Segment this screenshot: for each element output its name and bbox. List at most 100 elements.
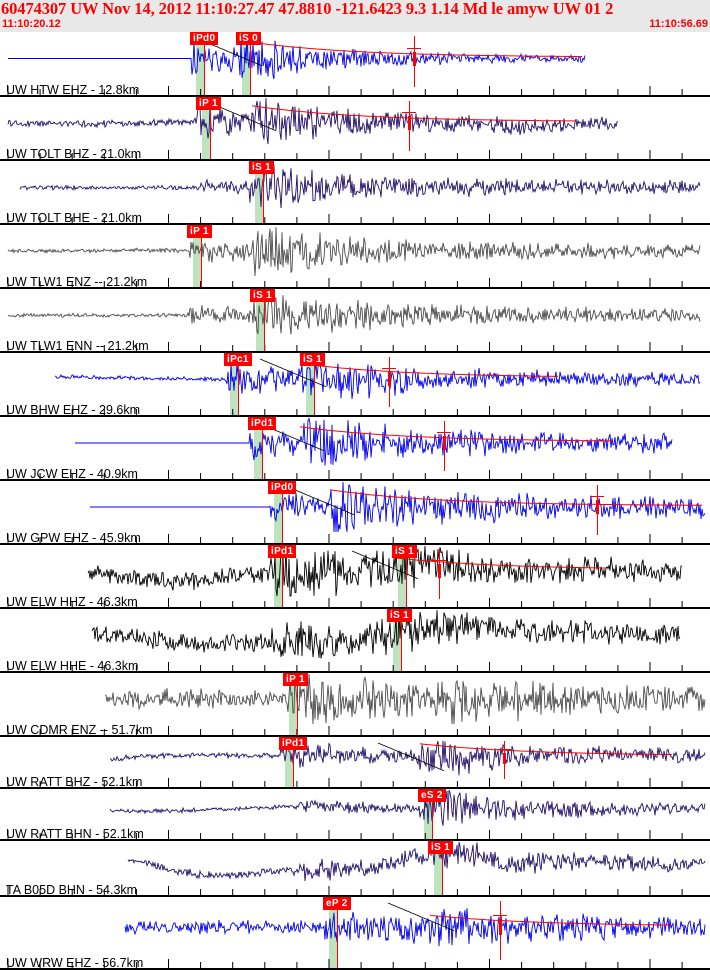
pick-flag[interactable]: iS 1: [387, 609, 412, 622]
pick-marker-line[interactable]: [238, 353, 239, 415]
pick-marker-line[interactable]: [282, 545, 283, 607]
trace-panel[interactable]: iPd0 iS 0 UW HTW EHZ - 12.8km: [0, 32, 710, 97]
station-label: UW CDMR ENZ -- 51.7km: [6, 723, 153, 737]
amplitude-bar: [408, 116, 411, 130]
pick-leader-line: [351, 550, 419, 580]
amplitude-bar: [413, 52, 416, 66]
trace-panel[interactable]: iPd1 UW JCW EHZ - 40.9km: [0, 417, 710, 481]
waveform: [109, 740, 706, 776]
trace-panel[interactable]: iPd0 UW GPW EHZ - 45.9km: [0, 481, 710, 545]
station-label: UW TOLT BHZ - 21.0km: [6, 147, 142, 161]
pick-flag[interactable]: eP 2: [323, 897, 351, 910]
amplitude-tick: [432, 560, 446, 561]
pick-uncertainty-band: [393, 609, 402, 671]
window-end-time: 11:10:56.69: [649, 18, 708, 30]
pick-flag[interactable]: iS 1: [300, 353, 325, 366]
coda-decay-curve: [329, 489, 703, 506]
trace-panel[interactable]: eS 2 UW RATT BHN - 52.1km: [0, 789, 710, 841]
pick-leader-line: [387, 902, 455, 932]
pick-flag[interactable]: iPd1: [268, 545, 297, 558]
pick-flag[interactable]: iPd1: [248, 417, 277, 430]
trace-panel[interactable]: iS 1 UW TLW1 ENN -- 21.2km: [0, 289, 710, 353]
trace-panel[interactable]: iPd1 UW RATT BHZ - 52.1km: [0, 737, 710, 789]
pick-flag[interactable]: eS 2: [418, 789, 446, 802]
pick-flag[interactable]: iS 1: [428, 841, 453, 854]
time-axis-ticks: [7, 342, 683, 351]
station-label: UW GPW EHZ - 45.9km: [6, 531, 141, 545]
pick-marker-line[interactable]: [263, 161, 264, 223]
pick-flag[interactable]: iPd1: [279, 737, 308, 750]
trace-panel[interactable]: iS 1 UW ELW HHE - 46.3km: [0, 609, 710, 673]
waveform: [104, 673, 706, 725]
station-label: UW JCW EHZ - 40.9km: [6, 467, 138, 481]
time-axis-ticks: [7, 406, 683, 415]
trace-panel[interactable]: eP 2 UW WRW EHZ - 56.7km: [0, 897, 710, 970]
coda-decay-curve: [393, 557, 607, 569]
window-start-time: 11:10:20.12: [2, 18, 61, 30]
pick-marker-line[interactable]: [293, 737, 294, 787]
pick-marker-line[interactable]: [264, 289, 265, 351]
amplitude-bar: [438, 564, 441, 578]
trace-panel[interactable]: iP 1 UW TLW1 ENZ -- 21.2km: [0, 225, 710, 289]
pick-flag[interactable]: iS 1: [392, 545, 417, 558]
amplitude-bar: [499, 919, 502, 935]
pick-marker-line[interactable]: [297, 673, 298, 735]
amplitude-bar: [443, 436, 446, 450]
trace-panel[interactable]: iPc1 iS 1 UW BHW EHZ - 29.6km: [0, 353, 710, 417]
header-bar: 60474307 UW Nov 14, 2012 11:10:27.47 47.…: [0, 0, 710, 32]
station-label: UW RATT BHZ - 52.1km: [6, 775, 143, 789]
pick-marker-line[interactable]: [204, 32, 205, 95]
coda-decay-curve: [299, 426, 612, 442]
pick-marker-line[interactable]: [401, 609, 402, 671]
station-label: UW ELW HHE - 46.3km: [6, 659, 139, 673]
waveform: [7, 294, 701, 335]
station-label: UW RATT BHN - 52.1km: [6, 827, 144, 841]
pick-marker-line[interactable]: [314, 353, 315, 415]
pick-marker-line[interactable]: [406, 545, 407, 607]
pick-uncertainty-band: [434, 841, 443, 895]
station-label: UW ELW HHZ - 46.3km: [6, 595, 138, 609]
station-label: UW TLW1 ENZ -- 21.2km: [6, 275, 148, 289]
coda-decay-curve: [301, 363, 558, 377]
pick-flag[interactable]: iS 0: [236, 32, 261, 45]
pick-marker-line[interactable]: [210, 97, 211, 159]
station-label: UW TOLT BHE - 21.0km: [6, 211, 142, 225]
trace-panel[interactable]: iPd1 iS 1 UW ELW HHZ - 46.3km: [0, 545, 710, 609]
time-axis-ticks: [7, 470, 683, 479]
trace-panel[interactable]: iP 1 UW CDMR ENZ -- 51.7km: [0, 673, 710, 737]
pick-leader-line: [287, 486, 355, 516]
pick-flag[interactable]: iS 1: [249, 161, 274, 174]
pick-marker-line[interactable]: [282, 481, 283, 543]
pick-flag[interactable]: iS 1: [250, 289, 275, 302]
waveform: [7, 227, 701, 277]
amplitude-tick: [497, 749, 511, 750]
amplitude-tick: [493, 915, 507, 916]
pick-flag[interactable]: iPc1: [224, 353, 252, 366]
pick-marker-line[interactable]: [442, 841, 443, 895]
waveform: [124, 902, 706, 947]
pick-flag[interactable]: iP 1: [283, 673, 308, 686]
trace-panel[interactable]: iS 1 UW TOLT BHE - 21.0km: [0, 161, 710, 225]
pick-uncertainty-band: [254, 417, 263, 479]
station-label: UW HTW EHZ - 12.8km: [6, 83, 140, 97]
pick-flag[interactable]: iPd0: [190, 32, 219, 45]
trace-panel[interactable]: iP 1 UW TOLT BHZ - 21.0km: [0, 97, 710, 161]
station-label: UW BHW EHZ - 29.6km: [6, 403, 141, 417]
amplitude-tick: [382, 368, 396, 369]
pick-marker-line[interactable]: [250, 32, 251, 95]
pick-marker-line[interactable]: [432, 789, 433, 839]
waveform: [87, 545, 683, 597]
pick-marker-line[interactable]: [262, 417, 263, 479]
time-axis-ticks: [7, 778, 683, 787]
pick-flag[interactable]: iPd0: [268, 481, 297, 494]
coda-decay-curve: [237, 39, 583, 58]
pick-flag[interactable]: iP 1: [187, 225, 212, 238]
pick-marker-line[interactable]: [201, 225, 202, 287]
pick-flag[interactable]: iP 1: [196, 97, 221, 110]
station-label: UW TLW1 ENN -- 21.2km: [6, 339, 149, 353]
pick-marker-line[interactable]: [337, 897, 338, 968]
pick-uncertainty-band: [193, 225, 202, 287]
time-axis-ticks: [7, 150, 683, 159]
trace-panel[interactable]: iS 1 TA B05D BHN - 54.3km: [0, 841, 710, 897]
trace-panel-stack[interactable]: iPd0 iS 0 UW HTW EHZ - 12.8km iP 1 UW TOLT B…: [0, 32, 710, 970]
